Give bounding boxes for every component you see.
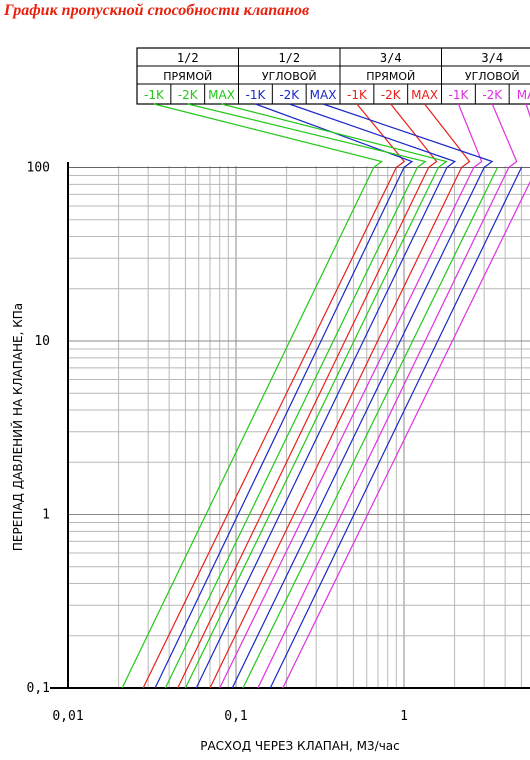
series-leader (525, 103, 530, 118)
legend-type-label: УГЛОВОЙ (465, 70, 520, 83)
legend-item-label: -1K (448, 88, 469, 102)
series-line (184, 167, 439, 689)
legend-item-label: MAX (411, 88, 438, 102)
series-leader (424, 103, 471, 168)
x-axis-label: РАСХОД ЧЕРЕЗ КЛАПАН, М3/час (200, 739, 400, 753)
legend-item-label: -2K (279, 88, 300, 102)
series-leader (255, 103, 414, 168)
series-line (164, 167, 418, 689)
legend-size-label: 1/2 (278, 51, 300, 65)
legend-type-label: ПРЯМОЙ (366, 70, 415, 83)
series-leader (491, 103, 518, 168)
grid (67, 166, 530, 689)
legend-item-label: -1K (347, 88, 368, 102)
legend-item-label: MAX (208, 88, 235, 102)
series-leader (356, 103, 406, 168)
y-tick-label: 1 (42, 508, 50, 523)
y-tick-label: 10 (34, 334, 50, 349)
y-axis-label: ПЕРЕПАД ДАВЛЕНИЙ НА КЛАПАНЕ, КПа (10, 303, 25, 551)
legend-item-label: -2K (178, 88, 199, 102)
series-leader (289, 103, 457, 168)
y-tick-label: 100 (27, 161, 50, 176)
legend-item-label: -2K (381, 88, 402, 102)
legend-size-label: 3/4 (380, 51, 402, 65)
legend-item-label: -1K (245, 88, 266, 102)
series-line (195, 167, 448, 689)
series-line (242, 167, 498, 689)
series-line (231, 167, 485, 689)
y-tick-label: 0,1 (27, 681, 50, 696)
legend-type-label: УГЛОВОЙ (262, 70, 317, 83)
series-leader (390, 103, 438, 168)
series-leader (322, 103, 494, 168)
legend-size-label: 3/4 (481, 51, 503, 65)
series-line (209, 167, 463, 689)
series-line (177, 167, 430, 689)
series-line (121, 167, 375, 689)
series-leader (187, 103, 427, 168)
legend-item-label: -2K (482, 88, 503, 102)
series-line (257, 167, 510, 689)
x-tick-label: 0,01 (52, 709, 83, 724)
series-leader (457, 103, 483, 168)
series-leader (221, 103, 448, 168)
series-leader (153, 103, 384, 168)
series-line (282, 180, 530, 689)
legend-item-label: MA (517, 88, 530, 102)
series-line (142, 167, 397, 689)
legend-size-label: 1/2 (177, 51, 199, 65)
page-title: График пропускной способности клапанов (4, 2, 310, 19)
series-line (219, 167, 475, 689)
series-line (269, 167, 522, 689)
legend-item-label: MAX (310, 88, 337, 102)
x-tick-label: 1 (400, 709, 408, 724)
legend-type-label: ПРЯМОЙ (163, 70, 212, 83)
x-tick-label: 0,1 (224, 709, 247, 724)
series-line (154, 167, 405, 689)
legend-item-label: -1K (144, 88, 165, 102)
